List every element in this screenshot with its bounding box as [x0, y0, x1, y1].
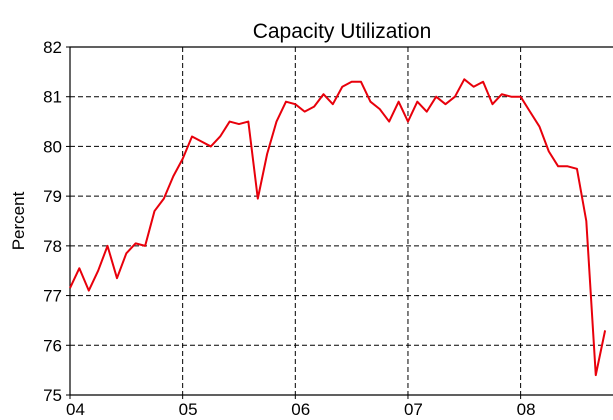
y-tick-label: 75	[43, 386, 62, 405]
x-tick-label: 05	[179, 400, 198, 419]
x-tick-label: 06	[291, 400, 310, 419]
data-line	[69, 78, 607, 377]
x-tick-label: 08	[517, 400, 536, 419]
y-tick-label: 80	[43, 137, 62, 156]
y-tick-label: 82	[43, 38, 62, 57]
y-tick-label: 77	[43, 287, 62, 306]
y-tick-label: 76	[43, 336, 62, 355]
x-tick-label: 07	[404, 400, 423, 419]
y-tick-label: 79	[43, 187, 62, 206]
y-tick-label: 78	[43, 237, 62, 256]
x-tick-label: 04	[66, 400, 85, 419]
plot-frame	[69, 46, 613, 396]
chart-title: Capacity Utilization	[253, 20, 432, 43]
y-tick-label: 81	[43, 88, 62, 107]
y-axis-label: Percent	[9, 191, 28, 250]
